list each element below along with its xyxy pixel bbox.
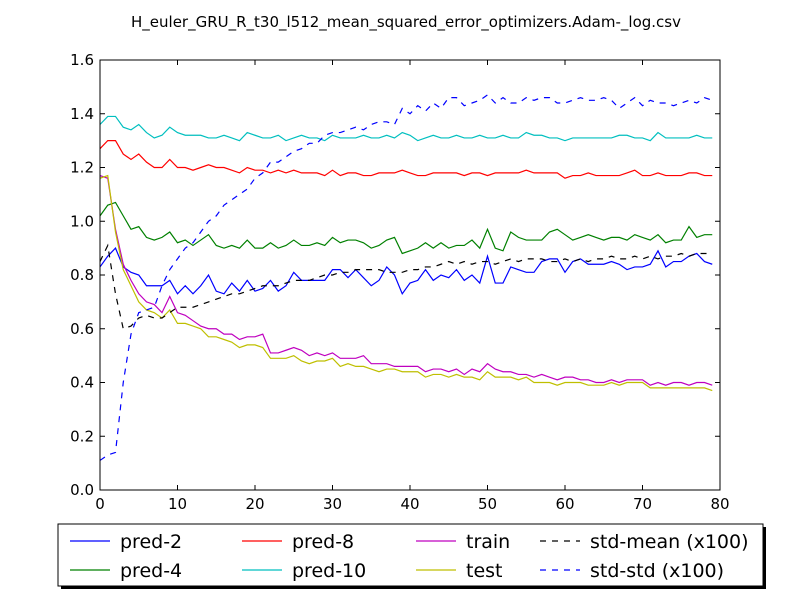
- series-line-test: [99, 174, 713, 392]
- legend-label: test: [466, 560, 503, 582]
- legend-label: train: [466, 531, 510, 553]
- y-tick-label: 0.6: [70, 320, 94, 338]
- legend-label: pred-4: [120, 560, 182, 582]
- y-tick-label: 1.0: [70, 212, 94, 230]
- x-tick-label: 30: [323, 495, 342, 513]
- y-tick-label: 1.6: [70, 51, 94, 69]
- series-line-pred-4: [99, 201, 713, 255]
- axes-frame: [99, 59, 721, 491]
- plot-area: 0 10 20 30 40 50 60 70 80 0.0 0.2 0.4 0.6 0.8 1.0 1.2 1.…: [70, 51, 729, 513]
- y-tick-label: 0.0: [70, 481, 94, 499]
- x-tick-label: 70: [633, 495, 652, 513]
- legend-label: std-std (x100): [590, 560, 724, 582]
- series-line-pred-2: [99, 247, 713, 296]
- legend-label: std-mean (x100): [590, 531, 749, 553]
- legend-box: [57, 523, 764, 587]
- legend-label: pred-2: [120, 531, 182, 553]
- legend-label: pred-10: [292, 560, 366, 582]
- x-tick-label: 40: [400, 495, 419, 513]
- y-tick-label: 1.2: [70, 159, 94, 177]
- y-tick-label: 0.4: [70, 374, 94, 392]
- y-tick-label: 0.8: [70, 266, 94, 284]
- y-tick-label: 1.4: [70, 105, 94, 123]
- x-tick-label: 50: [478, 495, 497, 513]
- x-tick-label: 0: [95, 495, 105, 513]
- series-line-train: [99, 174, 713, 386]
- x-tick-label: 60: [555, 495, 574, 513]
- y-tick-label: 0.2: [70, 427, 94, 445]
- x-tick-label: 10: [168, 495, 187, 513]
- chart-title: H_euler_GRU_R_t30_l512_mean_squared_erro…: [131, 13, 681, 32]
- series-line-std-std-x100: [99, 94, 713, 461]
- series-line-pred-10: [99, 115, 713, 142]
- legend-label: pred-8: [292, 531, 354, 553]
- series-line-std-mean-x100: [99, 243, 713, 330]
- x-tick-label: 20: [245, 495, 264, 513]
- legend: pred-2 pred-4 pred-8 pred-10 train test std-me…: [57, 523, 766, 589]
- series-line-pred-8: [99, 140, 713, 179]
- x-tick-label: 80: [710, 495, 729, 513]
